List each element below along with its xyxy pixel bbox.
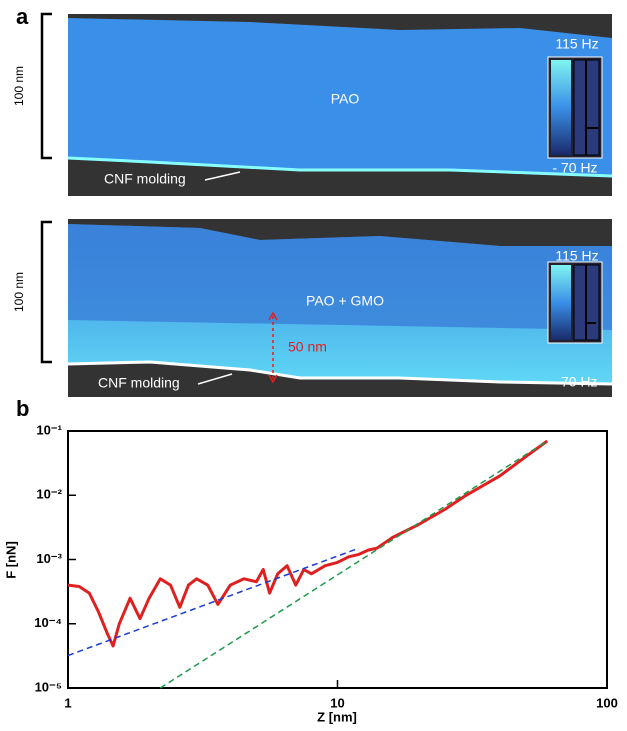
colorbar-max: 115 Hz (555, 248, 598, 264)
image-label: PAO + GMO (306, 293, 384, 309)
x-axis-label: Z [nm] (317, 709, 357, 724)
x-tick-label: 1 (64, 695, 71, 710)
y-tick-label: 10⁻⁴ (34, 615, 62, 630)
x-tick-label: 100 (596, 695, 618, 710)
scale-label: 100 nm (12, 272, 26, 312)
scale-label: 100 nm (12, 66, 26, 106)
series-line (160, 441, 547, 688)
thickness-label: 50 nm (288, 339, 327, 355)
image-label: PAO (331, 91, 360, 107)
plot-frame (68, 431, 607, 688)
panel-label: b (16, 396, 29, 421)
colorbar-min: - 70 Hz (552, 160, 597, 176)
substrate-label: CNF molding (98, 375, 180, 391)
y-axis-label: F [nN] (3, 541, 18, 579)
figure: a PAO 115 Hz - 70 Hz CNF molding 100 nm … (0, 0, 627, 726)
series-line (68, 441, 547, 646)
colorbar-max: 115 Hz (555, 36, 598, 52)
y-tick-label: 10⁻¹ (36, 422, 62, 437)
y-tick-label: 10⁻⁵ (35, 679, 62, 694)
y-tick-label: 10⁻³ (36, 551, 62, 566)
y-tick-label: 10⁻² (36, 487, 62, 502)
panel-label: a (16, 4, 29, 29)
substrate-label: CNF molding (104, 171, 186, 187)
x-tick-label: 10 (330, 695, 344, 710)
colorbar-min: - 70 Hz (552, 374, 597, 390)
